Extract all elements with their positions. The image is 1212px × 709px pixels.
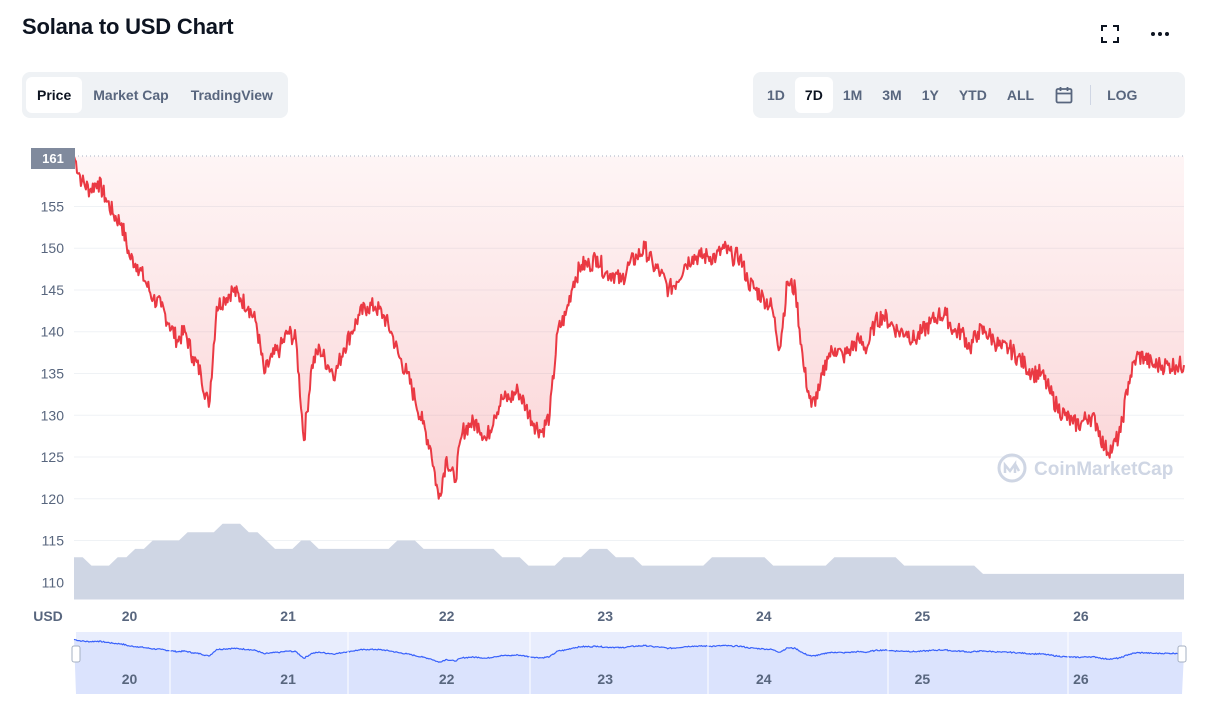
view-tabs: Price Market Cap TradingView — [22, 72, 288, 118]
x-tick-label: 25 — [915, 608, 931, 624]
x-tick-label: 20 — [122, 608, 138, 624]
price-line — [73, 156, 1185, 500]
navigator-tick-label: 21 — [280, 671, 296, 687]
page-title: Solana to USD Chart — [22, 14, 234, 39]
y-tick-label: 115 — [42, 533, 65, 549]
volume-area — [74, 523, 1184, 599]
range-3m[interactable]: 3M — [882, 87, 902, 103]
y-axis-ticks: 110 115 120 125 130 135 140 145 150 155 USD — [33, 198, 64, 624]
y-tick-label: 130 — [41, 407, 65, 423]
price-area-fill — [74, 156, 1184, 499]
y-axis-unit-label: USD — [33, 608, 63, 624]
x-tick-label: 21 — [280, 608, 296, 624]
y-tick-label: 125 — [41, 449, 65, 465]
price-chart-svg: 110 115 120 125 130 135 140 145 150 155 USD 20 21 22… — [31, 148, 1187, 694]
range-tabs: 1D 7D 1M 3M 1Y YTD ALL LOG — [753, 72, 1185, 118]
range-7d[interactable]: 7D — [794, 77, 833, 113]
y-tick-label: 120 — [41, 491, 65, 507]
x-tick-label: 22 — [439, 608, 455, 624]
navigator-tick-label: 23 — [597, 671, 613, 687]
x-axis-ticks: 20 21 22 23 24 25 26 — [74, 598, 1184, 624]
navigator-area — [74, 639, 1184, 694]
range-1m[interactable]: 1M — [842, 87, 863, 103]
navigator-tick-label: 24 — [756, 671, 772, 687]
range-navigator: 20 21 22 23 24 25 26 — [71, 632, 1187, 694]
current-price-tag-label: 161 — [42, 151, 64, 166]
range-1d[interactable]: 1D — [767, 87, 785, 103]
log-scale-toggle[interactable]: LOG — [1107, 87, 1138, 103]
coinmarketcap-watermark: CoinMarketCap — [997, 453, 1173, 483]
navigator-handle — [71, 645, 81, 663]
y-tick-label: 145 — [41, 282, 65, 298]
x-tick-label: 23 — [597, 608, 613, 624]
navigator-tick-label: 26 — [1073, 671, 1089, 687]
more-dots-icon[interactable] — [1148, 22, 1172, 46]
navigator-tick-label: 22 — [439, 671, 455, 687]
chart-toolbar-icons — [1098, 22, 1172, 46]
y-tick-label: 155 — [41, 198, 65, 214]
navigator-tick-label: 20 — [122, 671, 138, 687]
range-all[interactable]: ALL — [1006, 87, 1035, 103]
current-price-tag-bg — [31, 148, 75, 169]
tab-market-cap[interactable]: Market Cap — [93, 87, 169, 103]
x-tick-label: 26 — [1073, 608, 1089, 624]
x-tick-label: 24 — [756, 608, 772, 624]
tab-price[interactable]: Price — [26, 77, 83, 113]
current-price-tag: 161 — [31, 148, 75, 169]
fullscreen-icon[interactable] — [1098, 22, 1122, 46]
coinmarketcap-logo-icon — [997, 453, 1027, 483]
range-1y[interactable]: 1Y — [921, 87, 939, 103]
y-tick-label: 140 — [41, 324, 65, 340]
price-chart[interactable]: 110 115 120 125 130 135 140 145 150 155 USD 20 21 22… — [0, 140, 1212, 704]
tab-tradingview[interactable]: TradingView — [190, 87, 273, 103]
y-tick-label: 150 — [41, 240, 65, 256]
y-tick-label: 110 — [42, 574, 65, 590]
range-ytd[interactable]: YTD — [958, 87, 987, 103]
navigator-handle — [1177, 645, 1187, 663]
calendar-icon[interactable] — [1044, 77, 1084, 113]
range-divider — [1090, 85, 1092, 105]
y-tick-label: 135 — [41, 366, 65, 382]
navigator-tick-label: 25 — [915, 671, 931, 687]
navigator-line — [73, 638, 1185, 663]
watermark-label: CoinMarketCap — [1034, 459, 1173, 480]
